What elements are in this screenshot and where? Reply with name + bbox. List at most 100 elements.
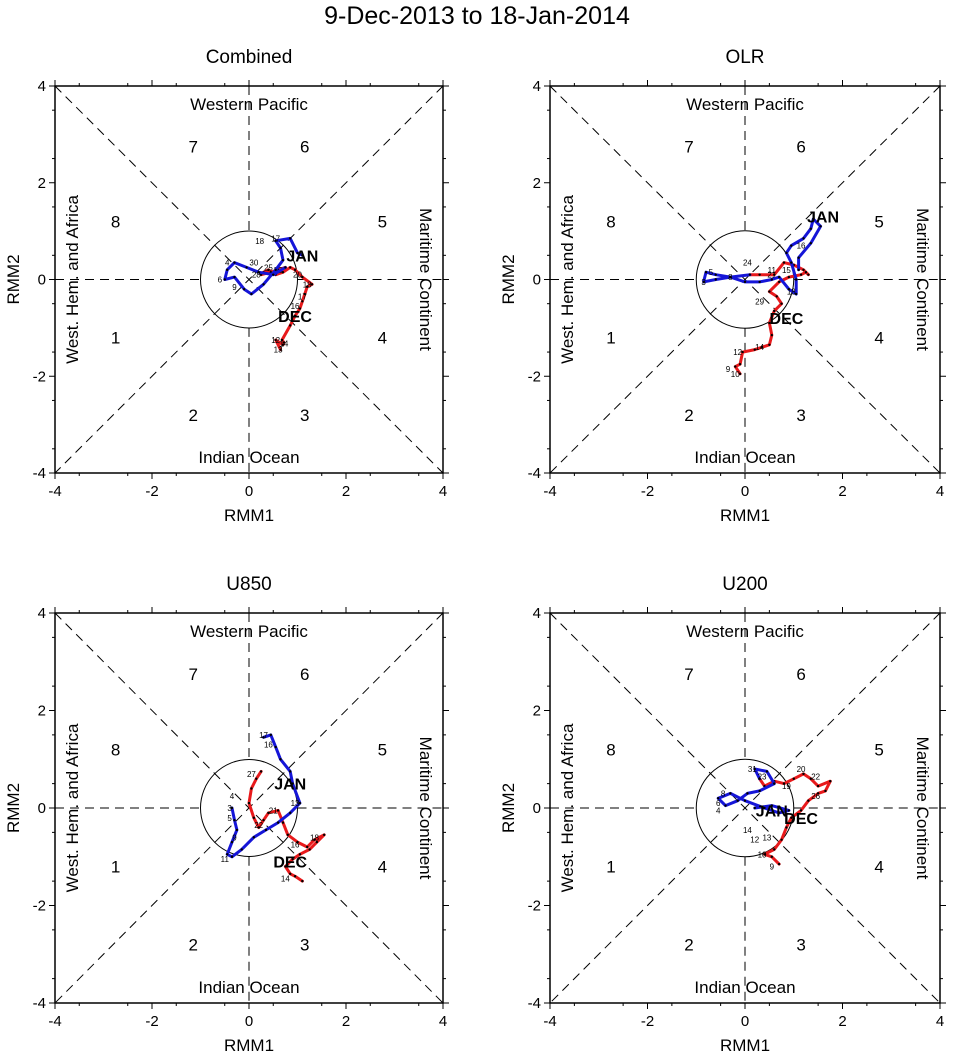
day-point <box>293 875 297 878</box>
day-label: 13 <box>291 799 300 808</box>
day-label: 4 <box>230 792 235 801</box>
day-point <box>758 777 761 780</box>
day-label: 8 <box>728 273 733 282</box>
day-point <box>284 865 287 868</box>
day-point <box>773 309 776 313</box>
day-point <box>809 227 813 230</box>
day-label: 21 <box>269 806 278 815</box>
day-point <box>301 254 304 257</box>
day-label: 22 <box>254 821 263 830</box>
x-axis-label: RMM1 <box>224 506 274 525</box>
day-point <box>281 258 285 262</box>
day-point <box>770 278 774 281</box>
day-point <box>276 809 280 812</box>
day-point <box>790 244 793 247</box>
day-point <box>280 338 284 342</box>
day-point <box>264 828 268 832</box>
phase-label-3: 3 <box>300 936 309 955</box>
day-point <box>773 782 776 785</box>
day-label: 6 <box>716 799 721 808</box>
panel-title: OLR <box>725 47 764 68</box>
day-point <box>777 275 781 279</box>
x-tick-label: 2 <box>838 1013 846 1030</box>
month-label-jan: JAN <box>807 210 839 227</box>
day-point <box>262 736 265 739</box>
day-point <box>794 278 798 281</box>
day-point <box>298 853 302 856</box>
x-tick-label: -4 <box>543 483 556 500</box>
day-point <box>306 845 309 849</box>
day-point <box>702 280 705 284</box>
day-point <box>816 792 820 795</box>
day-point <box>313 838 316 841</box>
day-point <box>276 821 280 824</box>
day-label: 17 <box>259 731 268 740</box>
day-point <box>298 801 302 805</box>
day-point <box>301 275 304 279</box>
day-label: 17 <box>298 292 307 301</box>
day-point <box>233 261 236 264</box>
unit-circle <box>695 758 795 858</box>
day-point <box>780 302 783 305</box>
day-point <box>746 792 749 795</box>
phase-label-1: 1 <box>111 858 120 877</box>
day-point <box>758 789 761 793</box>
day-point <box>804 271 808 274</box>
region-label-bottom: Indian Ocean <box>694 448 795 467</box>
day-label: 14 <box>743 826 752 835</box>
day-point <box>753 767 756 771</box>
day-point <box>274 268 277 272</box>
day-point <box>753 348 756 351</box>
day-label: 12 <box>733 348 742 357</box>
month-label-jan: JAN <box>286 248 318 265</box>
diagonal-line <box>549 612 941 1004</box>
day-point <box>816 784 820 788</box>
phase-label-5: 5 <box>378 212 387 231</box>
phase-label-5: 5 <box>378 741 387 760</box>
day-point <box>291 782 294 785</box>
region-label-bottom: Indian Ocean <box>694 978 795 997</box>
diagonal-line <box>549 85 941 474</box>
day-label: 10 <box>758 850 767 859</box>
day-label: 13 <box>762 833 771 842</box>
phase-label-2: 2 <box>684 936 693 955</box>
phase-label-7: 7 <box>188 665 197 684</box>
day-point <box>724 804 727 807</box>
day-point <box>765 770 769 773</box>
day-point <box>782 782 786 785</box>
y-tick-label: 2 <box>533 703 541 720</box>
day-point <box>296 251 299 255</box>
day-point <box>729 792 732 795</box>
day-label: 18 <box>787 288 796 297</box>
day-point <box>301 300 304 303</box>
panel-title: Combined <box>206 47 293 68</box>
day-point <box>310 283 314 286</box>
y-axis-label: RMM2 <box>4 254 23 304</box>
day-point <box>301 879 304 883</box>
day-point <box>797 268 800 272</box>
day-point <box>289 266 292 269</box>
y-tick-label: -4 <box>528 995 541 1012</box>
figure-title: 9-Dec-2013 to 18-Jan-2014 <box>324 2 630 30</box>
day-point <box>289 872 292 876</box>
day-point <box>773 273 776 276</box>
day-point <box>274 745 277 749</box>
y-tick-label: -2 <box>33 368 46 385</box>
month-label-dec: DEC <box>770 311 804 328</box>
y-tick-label: 0 <box>533 272 541 289</box>
day-label: 19 <box>782 782 791 791</box>
day-point <box>267 811 270 815</box>
day-label: 18 <box>303 280 312 289</box>
day-point <box>289 811 292 815</box>
day-point <box>235 828 239 832</box>
day-point <box>284 266 287 269</box>
day-point <box>753 806 756 810</box>
panel-title: U850 <box>226 574 271 595</box>
day-label: 29 <box>755 297 764 306</box>
region-label-right: Maritime Continent <box>416 208 435 351</box>
y-tick-label: -2 <box>528 898 541 915</box>
day-point <box>768 343 771 347</box>
day-point <box>807 799 810 802</box>
day-label: 21 <box>767 271 776 280</box>
